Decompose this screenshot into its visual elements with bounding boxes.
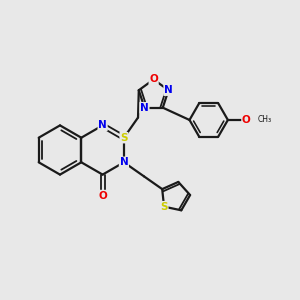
Text: S: S xyxy=(120,133,128,143)
Text: O: O xyxy=(98,190,107,200)
Text: CH₃: CH₃ xyxy=(258,116,272,124)
Text: N: N xyxy=(98,120,107,130)
Text: N: N xyxy=(164,85,173,95)
Text: O: O xyxy=(149,74,158,84)
Text: O: O xyxy=(242,115,251,125)
Text: S: S xyxy=(160,202,168,212)
Text: N: N xyxy=(119,157,128,167)
Text: N: N xyxy=(140,103,149,113)
